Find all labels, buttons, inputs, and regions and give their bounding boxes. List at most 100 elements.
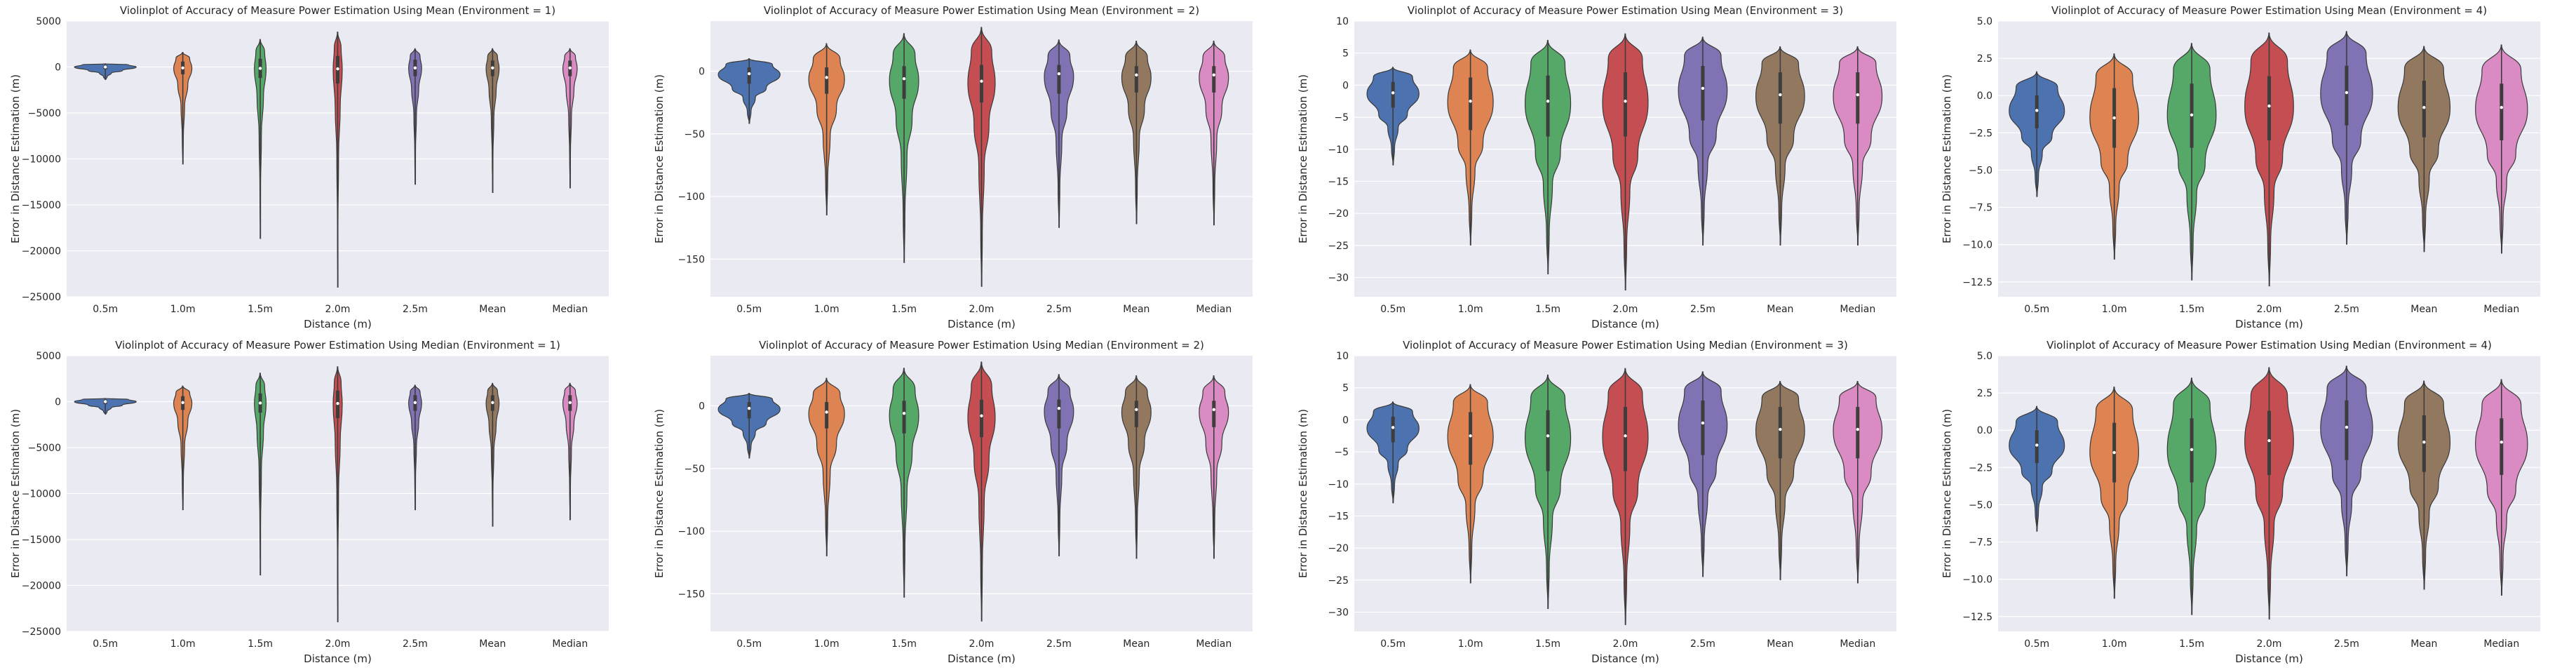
x-tick-label: 2.0m [969,638,994,650]
violin-iqr-box [1391,81,1395,108]
violin-iqr-box [1212,66,1216,93]
y-tick-label: −5.0 [1969,165,1992,176]
y-tick-label: 0 [55,397,61,408]
violin-iqr-box [2267,410,2271,475]
y-tick-label: −7.5 [1969,537,1992,549]
x-tick-label: Median [2483,638,2519,650]
violin-iqr-box [2500,418,2504,475]
y-tick-label: −10000 [22,154,61,166]
x-tick-label: 1.0m [1458,304,1483,315]
violin-iqr-box [1624,407,1627,471]
violin-median-dot [568,66,572,70]
violin-iqr-box [1546,75,1550,137]
x-tick-label: 0.5m [2024,638,2049,650]
x-tick-label: 1.5m [1535,304,1560,315]
violin-iqr-box [1778,407,1782,459]
violin-median-dot [1135,73,1138,77]
panel-svg: 5000 0 −5000 −10000 −15000 −20000 −25000 0.5m 1.… [9,4,609,330]
y-axis-label: Error in Distance Estimation (m) [653,409,666,578]
violin-iqr-box [1778,72,1782,124]
y-tick-label: 5 [1342,48,1349,60]
violin-panel-median-env-3: 10 5 0 −5 −10 −15 −20 −25 −30 0.5m 1.0m 1.5m 2.0m 2.5… [1288,335,1931,670]
y-tick-label: −15 [1328,176,1349,187]
x-tick-label: Median [1840,304,1875,315]
violin-median-dot [1212,408,1215,412]
violin-median-dot [491,401,494,405]
violin-iqr-box [1469,412,1473,465]
violin-median-dot [1469,434,1472,438]
y-tick-label: 10 [1336,16,1349,27]
y-tick-label: −30 [1328,608,1349,619]
violin-median-dot [2345,425,2349,429]
violin-iqr-box [2345,65,2349,126]
y-tick-label: 0 [1342,80,1349,91]
violin-median-dot [491,66,494,70]
violin-median-dot [1624,434,1627,438]
x-tick-label: 2.5m [1046,304,1072,315]
x-axis-label: Distance (m) [2235,652,2303,665]
violin-median-dot [748,406,751,410]
y-axis-label: Error in Distance Estimation (m) [653,74,666,243]
violin-iqr-box [2267,76,2271,140]
violin-median-dot [2500,106,2503,109]
x-tick-label: 2.0m [325,638,351,650]
y-axis-label: Error in Distance Estimation (m) [1941,409,1953,578]
x-tick-label: 2.5m [403,304,428,315]
violin-median-dot [413,401,417,405]
violin-panel-median-env-1: 5000 0 −5000 −10000 −15000 −20000 −25000 0.5m 1.… [0,335,644,670]
panel-svg: 10 5 0 −5 −10 −15 −20 −25 −30 0.5m 1.0m 1.5m 2.0m 2.5… [1297,339,1896,665]
y-tick-label: 0 [699,401,705,412]
y-tick-label: −25000 [22,627,61,638]
x-tick-label: 2.0m [1613,304,1638,315]
x-tick-label: 1.0m [2102,638,2127,650]
x-tick-label: 1.0m [170,304,196,315]
violin-median-dot [1391,426,1395,429]
y-tick-label: −30 [1328,273,1349,284]
y-tick-label: −20 [1328,208,1349,220]
y-tick-label: −2.5 [1969,462,1992,474]
violin-iqr-box [980,399,983,438]
y-tick-label: −10 [1328,145,1349,156]
violin-iqr-box [1212,401,1216,427]
violin-iqr-box [1057,65,1061,94]
y-tick-label: −5 [1334,447,1349,458]
violin-median-dot [1135,408,1138,412]
y-tick-label: −15000 [22,200,61,211]
x-tick-label: 1.0m [170,638,196,650]
violin-median-dot [2422,106,2426,109]
y-tick-label: −150 [678,254,705,265]
violin-median-dot [1469,100,1472,103]
violin-median-dot [825,410,828,414]
violin-median-dot [1701,421,1705,425]
chart-title: Violinplot of Accuracy of Measure Power … [1403,339,1848,351]
violin-median-dot [2267,438,2271,443]
violin-median-dot [258,67,262,70]
y-tick-label: 5 [1342,383,1349,394]
violin-iqr-box [1134,66,1138,93]
y-tick-label: 0 [55,62,61,74]
x-tick-label: Mean [1123,638,1149,650]
chart-title: Violinplot of Accuracy of Measure Power … [2046,339,2492,351]
y-tick-label: 5.0 [1977,351,1992,362]
violin-median-dot [1057,406,1061,410]
y-tick-label: −20000 [22,581,61,592]
x-axis-label: Distance (m) [2235,318,2303,330]
x-tick-label: 1.5m [248,304,273,315]
violin-median-dot [2267,104,2271,108]
x-tick-label: 1.5m [248,638,273,650]
x-tick-label: 0.5m [93,638,118,650]
violin-median-dot [1391,91,1395,95]
violin-median-dot [902,411,906,415]
violin-median-dot [336,67,339,71]
violin-median-dot [980,414,983,417]
violin-median-dot [2190,448,2194,452]
x-tick-label: 2.5m [1690,304,1715,315]
y-tick-label: −20000 [22,246,61,257]
x-tick-label: Median [1196,638,1232,650]
x-tick-label: 2.5m [1690,638,1715,650]
x-tick-label: 2.5m [403,638,428,650]
violin-iqr-box [1469,77,1473,130]
violin-iqr-box [1856,72,1860,124]
x-tick-label: 0.5m [736,638,762,650]
violin-iqr-box [1391,416,1395,443]
